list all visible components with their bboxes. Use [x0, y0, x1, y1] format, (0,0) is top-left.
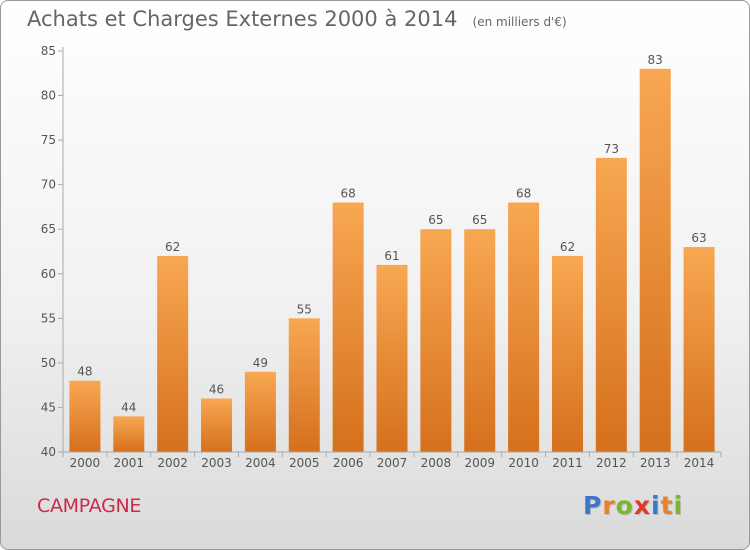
bar-2008 [420, 229, 452, 452]
chart-title: Achats et Charges Externes 2000 à 2014 (… [27, 7, 567, 31]
value-label-2011: 62 [560, 240, 575, 254]
value-label-2007: 61 [384, 249, 399, 263]
x-tick-label-2007: 2007 [377, 456, 408, 470]
x-tick-label-2000: 2000 [70, 456, 101, 470]
bar-2006 [332, 202, 364, 452]
y-tick-label-65: 65 [41, 222, 56, 236]
x-tick-label-2004: 2004 [245, 456, 276, 470]
logo-letter-0: P [583, 491, 603, 520]
y-tick-label-70: 70 [41, 178, 56, 192]
value-label-2004: 49 [253, 356, 268, 370]
x-tick-label-2006: 2006 [333, 456, 364, 470]
y-tick-label-55: 55 [41, 311, 56, 325]
logo-letter-1: r [602, 491, 616, 520]
y-tick-label-40: 40 [41, 445, 56, 459]
y-tick-label-50: 50 [41, 356, 56, 370]
value-label-2005: 55 [297, 302, 312, 316]
x-tick-label-2011: 2011 [552, 456, 583, 470]
value-label-2014: 63 [691, 231, 706, 245]
x-tick-label-2010: 2010 [508, 456, 539, 470]
value-label-2008: 65 [428, 213, 443, 227]
value-label-2002: 62 [165, 240, 180, 254]
x-tick-label-2012: 2012 [596, 456, 627, 470]
value-label-2006: 68 [340, 186, 355, 200]
chart-title-text: Achats et Charges Externes 2000 à 2014 [27, 7, 458, 31]
y-tick-label-85: 85 [41, 44, 56, 58]
bar-2004 [244, 371, 276, 452]
y-tick-label-75: 75 [41, 133, 56, 147]
value-label-2001: 44 [121, 400, 136, 414]
bar-2014 [683, 247, 715, 452]
logo-letter-6: i [673, 491, 684, 520]
proxiti-logo: Proxiti [583, 491, 683, 520]
bar-2005 [288, 318, 320, 452]
commune-name: CAMPAGNE [37, 495, 142, 517]
bar-2001 [113, 416, 145, 452]
x-tick-label-2009: 2009 [464, 456, 495, 470]
x-tick-label-2005: 2005 [289, 456, 320, 470]
value-label-2000: 48 [77, 365, 92, 379]
bar-2011 [551, 255, 583, 452]
chart-unit-label: (en milliers d'€) [472, 15, 567, 29]
x-tick-label-2002: 2002 [157, 456, 188, 470]
x-tick-label-2001: 2001 [114, 456, 145, 470]
x-tick-label-2003: 2003 [201, 456, 232, 470]
value-label-2013: 83 [648, 53, 663, 67]
y-tick-label-80: 80 [41, 89, 56, 103]
value-label-2012: 73 [604, 142, 619, 156]
logo-letter-2: o [615, 491, 634, 520]
bar-2007 [376, 264, 408, 452]
logo-letter-3: x [633, 491, 651, 520]
logo-letter-5: t [660, 491, 674, 520]
y-tick-label-45: 45 [41, 400, 56, 414]
value-label-2010: 68 [516, 186, 531, 200]
y-tick-label-60: 60 [41, 267, 56, 281]
bar-2010 [508, 202, 540, 452]
bar-2013 [639, 68, 671, 453]
bar-2012 [595, 157, 627, 452]
x-tick-label-2014: 2014 [684, 456, 715, 470]
bar-2003 [201, 398, 233, 452]
bar-2000 [69, 380, 101, 452]
value-label-2003: 46 [209, 383, 224, 397]
x-tick-label-2013: 2013 [640, 456, 671, 470]
x-tick-label-2008: 2008 [421, 456, 452, 470]
bar-2009 [464, 229, 496, 452]
value-label-2009: 65 [472, 213, 487, 227]
logo-letter-4: i [651, 491, 661, 520]
bar-2002 [157, 255, 189, 452]
